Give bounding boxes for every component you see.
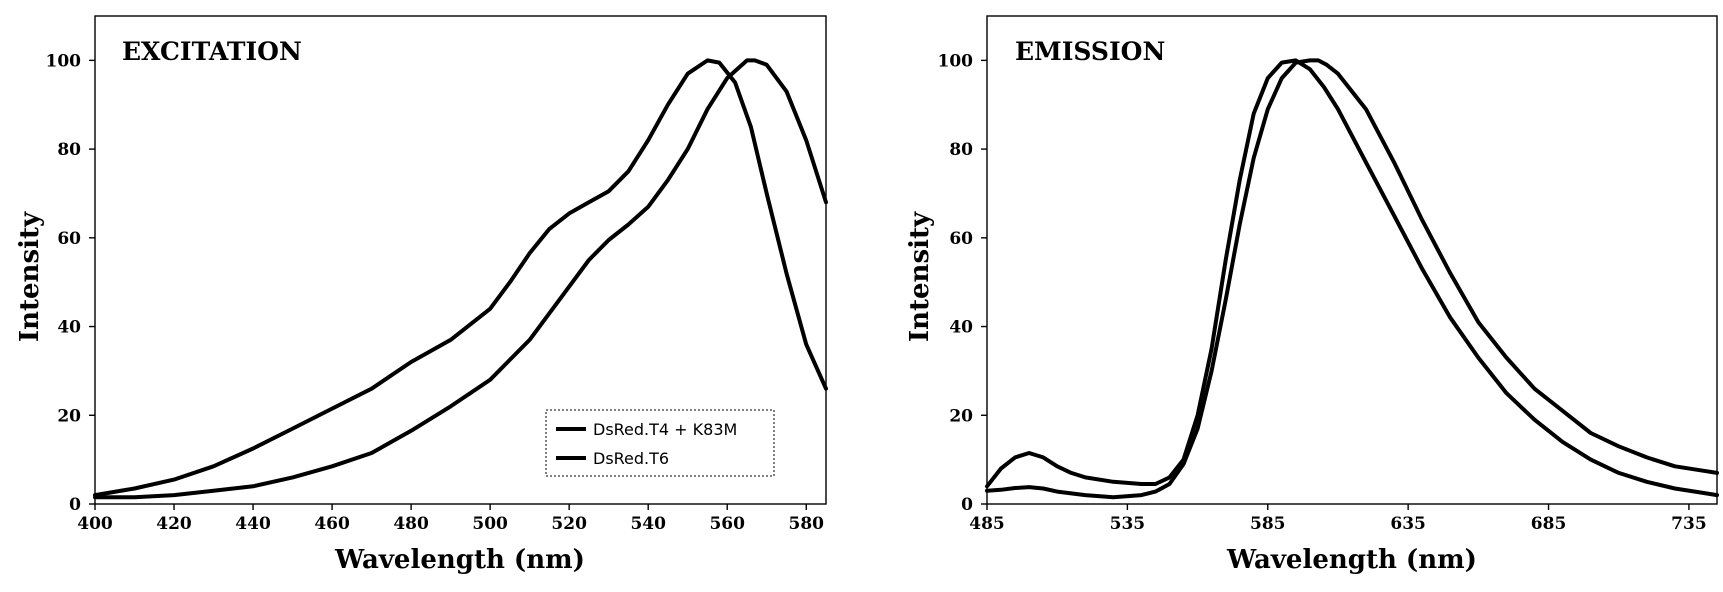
- excitation-x-tick-label: 580: [788, 514, 824, 534]
- emission-series-line-1: [985, 58, 1719, 498]
- excitation-plot-area: [94, 15, 827, 505]
- excitation-x-tick-label: 480: [393, 514, 429, 534]
- emission-x-axis-title: Wavelength (nm): [1226, 545, 1477, 575]
- excitation-x-tick-label: 460: [314, 514, 350, 534]
- emission-y-tick-label: 100: [938, 51, 974, 71]
- excitation-legend: DsRed.T4 + K83M DsRed.T6: [545, 409, 775, 477]
- excitation-x-tick-label: 500: [472, 514, 508, 534]
- legend-label-series-1: DsRed.T4 + K83M: [593, 420, 737, 439]
- excitation-chart: 400 420 440 460 480 500 520 540 560 580 0 20 40 60 80 1…: [15, 15, 828, 575]
- excitation-y-axis-title: Intensity: [15, 211, 45, 342]
- emission-y-tick-label: 20: [949, 406, 973, 426]
- emission-x-tick-label: 685: [1531, 514, 1567, 534]
- legend-box: [545, 409, 775, 477]
- excitation-y-tick-label: 40: [57, 318, 81, 338]
- emission-series: [985, 58, 1719, 500]
- emission-axes: 485 535 585 635 685 735 0 20 40 60 80 100: [938, 51, 1707, 534]
- excitation-x-tick-label: 420: [156, 514, 192, 534]
- emission-y-tick-label: 40: [949, 318, 973, 338]
- excitation-series: [93, 58, 828, 500]
- excitation-x-tick-label: 440: [235, 514, 271, 534]
- excitation-y-tick-label: 60: [57, 229, 81, 249]
- excitation-y-tick-label: 100: [46, 51, 82, 71]
- excitation-axes: 400 420 440 460 480 500 520 540 560 580 0 20 40 60 80 1…: [46, 51, 825, 534]
- emission-series-line-2: [985, 58, 1719, 500]
- emission-y-axis-title: Intensity: [905, 211, 935, 342]
- excitation-y-tick-label: 0: [69, 495, 81, 515]
- excitation-x-axis-title: Wavelength (nm): [334, 545, 585, 575]
- emission-x-tick-label: 535: [1110, 514, 1146, 534]
- emission-y-tick-label: 0: [961, 495, 973, 515]
- excitation-x-tick-label: 520: [551, 514, 587, 534]
- excitation-x-tick-label: 400: [77, 514, 113, 534]
- excitation-x-tick-label: 560: [709, 514, 745, 534]
- emission-x-tick-label: 485: [969, 514, 1005, 534]
- emission-plot-area: [986, 15, 1718, 505]
- excitation-title: EXCITATION: [122, 37, 302, 66]
- emission-x-tick-label: 585: [1250, 514, 1286, 534]
- emission-title: EMISSION: [1015, 37, 1165, 66]
- emission-x-tick-label: 635: [1390, 514, 1426, 534]
- excitation-x-tick-label: 540: [630, 514, 666, 534]
- emission-y-tick-label: 80: [949, 140, 973, 160]
- excitation-series-line-1: [93, 58, 828, 498]
- excitation-y-tick-label: 20: [57, 406, 81, 426]
- emission-y-tick-label: 60: [949, 229, 973, 249]
- excitation-series-line-2: [93, 58, 828, 500]
- excitation-y-tick-label: 80: [57, 140, 81, 160]
- emission-x-tick-label: 735: [1671, 514, 1707, 534]
- legend-label-series-2: DsRed.T6: [593, 449, 669, 468]
